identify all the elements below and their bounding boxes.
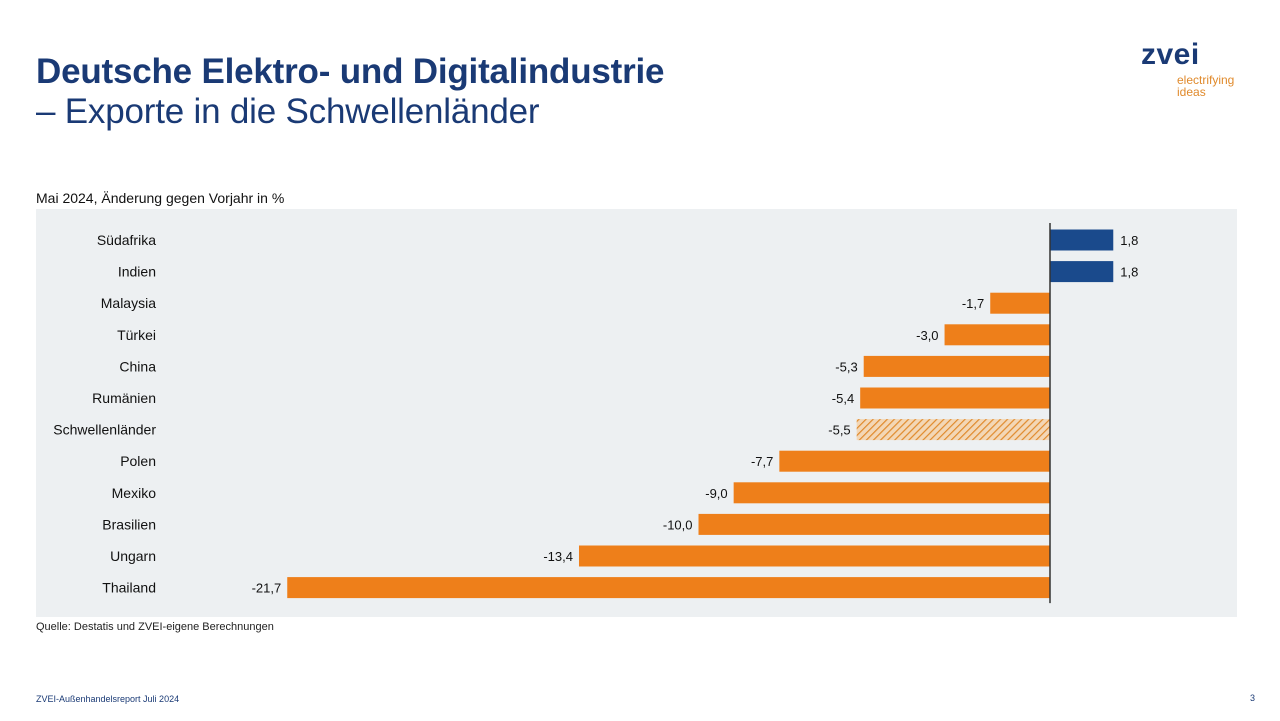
value-label: -7,7 bbox=[751, 454, 773, 469]
bar-thailand bbox=[287, 577, 1050, 599]
value-label: -21,7 bbox=[252, 581, 282, 596]
page-title: Deutsche Elektro- und Digitalindustrie bbox=[36, 52, 665, 91]
bar-ungarn bbox=[578, 545, 1050, 567]
category-label: Indien bbox=[118, 264, 156, 280]
value-label: -1,7 bbox=[962, 296, 984, 311]
logo-tagline-line2: ideas bbox=[1177, 85, 1206, 99]
category-label: Malaysia bbox=[101, 295, 156, 311]
category-label: Südafrika bbox=[97, 232, 156, 248]
footer-report-name: ZVEI-Außenhandelsreport Juli 2024 bbox=[36, 694, 180, 704]
bar-polen bbox=[779, 450, 1050, 472]
value-label: -13,4 bbox=[543, 549, 573, 564]
category-label: Rumänien bbox=[92, 390, 156, 406]
bar-chart: Südafrika 1,8 Indien 1,8 Malaysia -1,7 Türkei -… bbox=[53, 223, 1138, 604]
value-label: -5,3 bbox=[835, 359, 857, 374]
bar-indien bbox=[1050, 261, 1114, 283]
category-label: Türkei bbox=[117, 327, 156, 343]
page-subtitle: – Exporte in die Schwellenländer bbox=[36, 92, 540, 131]
logo-tagline: electrifying ideas bbox=[1177, 74, 1234, 98]
category-label: Schwellenländer bbox=[53, 422, 156, 438]
value-label: -9,0 bbox=[705, 486, 727, 501]
category-label: Brasilien bbox=[102, 516, 156, 532]
category-label: Polen bbox=[120, 453, 156, 469]
value-label: 1,8 bbox=[1120, 265, 1138, 280]
value-label: -10,0 bbox=[663, 517, 693, 532]
category-label: Mexiko bbox=[112, 485, 157, 501]
bar-mexiko bbox=[733, 482, 1050, 504]
value-label: -5,4 bbox=[832, 391, 854, 406]
source-note: Quelle: Destatis und ZVEI-eigene Berechn… bbox=[36, 621, 274, 633]
logo-tagline-line1: electrifying bbox=[1177, 73, 1235, 87]
value-label: -3,0 bbox=[916, 328, 938, 343]
bar-s-dafrika bbox=[1050, 229, 1114, 251]
logo-wordmark: zvei bbox=[1141, 38, 1200, 71]
chart-panel: Südafrika 1,8 Indien 1,8 Malaysia -1,7 Türkei -… bbox=[36, 209, 1237, 617]
bar-malaysia bbox=[990, 292, 1050, 314]
bar-t-rkei bbox=[944, 324, 1050, 346]
category-label: China bbox=[119, 358, 156, 374]
bar-brasilien bbox=[698, 513, 1050, 535]
bar-china bbox=[863, 355, 1050, 377]
bar-rum-nien bbox=[860, 387, 1050, 409]
zvei-logo: zvei electrifying ideas bbox=[1141, 38, 1234, 99]
value-label: 1,8 bbox=[1120, 233, 1138, 248]
value-label: -5,5 bbox=[828, 423, 850, 438]
page-number: 3 bbox=[1250, 693, 1256, 703]
bar-schwellenl-nder bbox=[856, 419, 1050, 441]
category-label: Thailand bbox=[102, 580, 156, 596]
category-label: Ungarn bbox=[110, 548, 156, 564]
chart-title: Mai 2024, Änderung gegen Vorjahr in % bbox=[36, 190, 285, 206]
